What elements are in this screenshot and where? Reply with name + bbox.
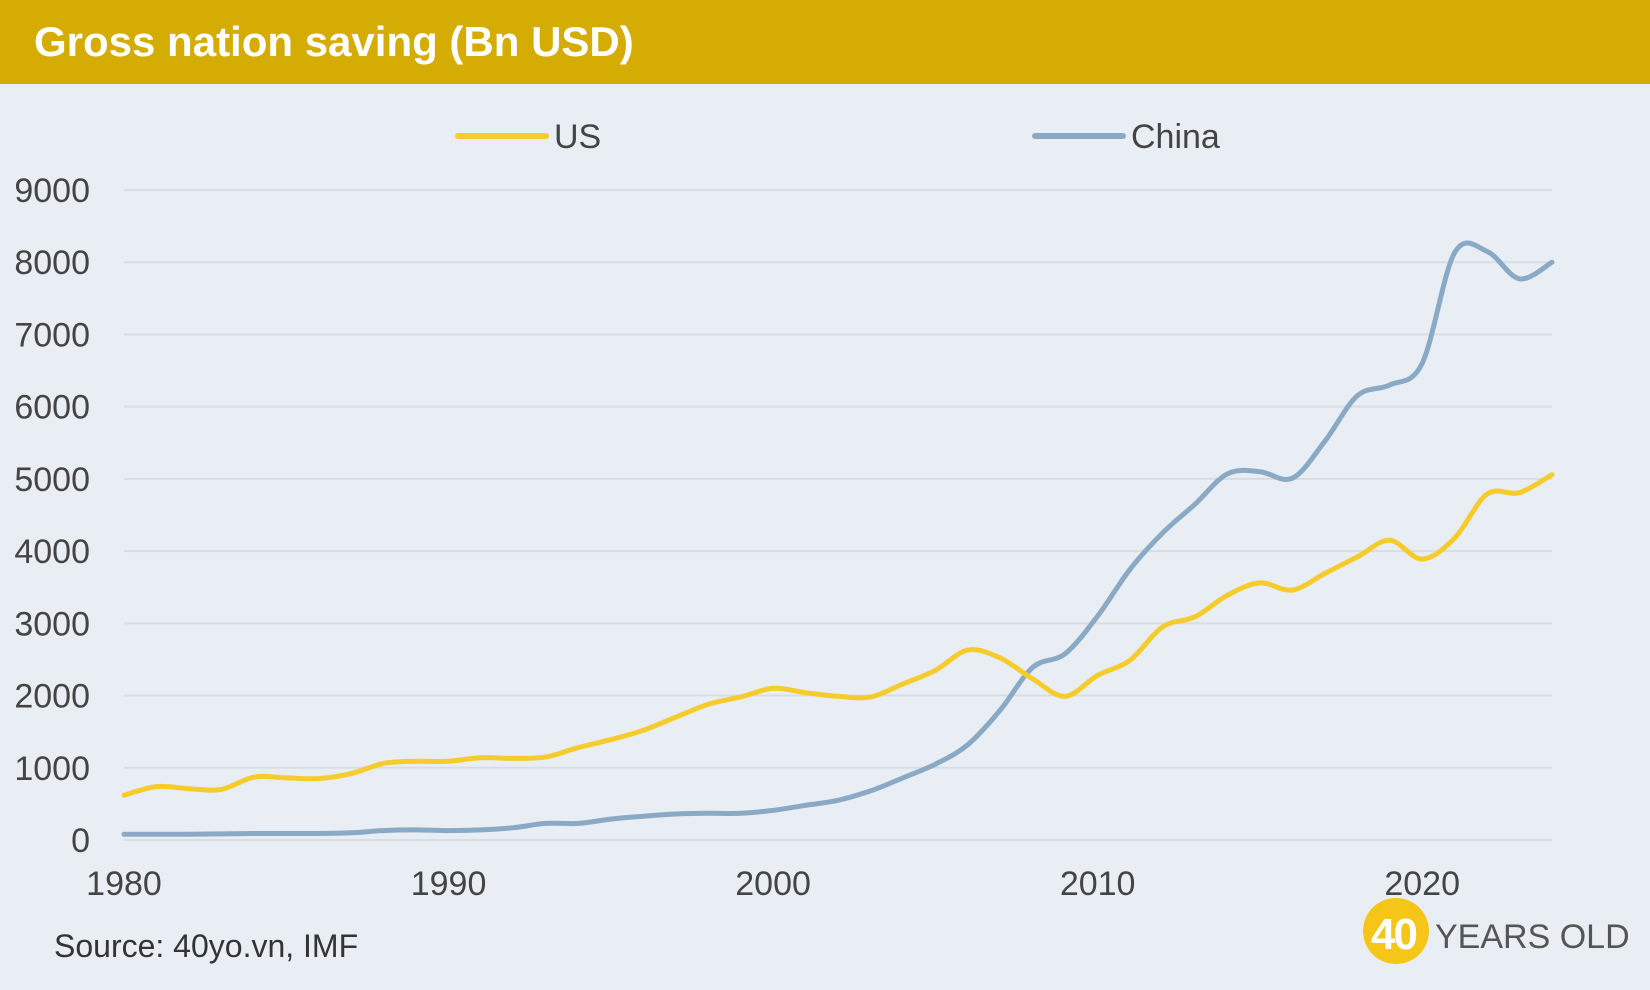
series-line-china [121,240,1555,837]
legend-label-china: China [1131,118,1220,156]
brand-circle [1363,898,1429,964]
x-axis-ticks: 1980 1990 2000 2010 2020 [86,865,1460,903]
legend-label-us: US [554,118,601,156]
y-tick-label: 9000 [14,172,90,210]
brand-number: 40 [1371,910,1418,959]
gridlines [124,189,1552,841]
source-note: Source: 40yo.vn, IMF [54,928,359,964]
x-tick-label: 1990 [411,865,487,903]
y-axis-ticks: 0 1000 2000 3000 4000 5000 6000 7000 8000 9000 [14,172,90,860]
x-tick-label: 2020 [1384,865,1460,903]
y-tick-label: 3000 [14,605,90,643]
x-tick-label: 2000 [735,865,811,903]
x-tick-label: 1980 [86,865,162,903]
brand-text: YEARS OLD [1435,918,1630,956]
x-tick-label: 2010 [1060,865,1136,903]
chart-title: Gross nation saving (Bn USD) [34,18,634,65]
y-tick-label: 7000 [14,316,90,354]
y-tick-label: 8000 [14,244,90,282]
y-tick-label: 4000 [14,533,90,571]
y-tick-label: 6000 [14,389,90,427]
y-tick-label: 1000 [14,750,90,788]
y-tick-label: 0 [71,822,90,860]
y-tick-label: 2000 [14,678,90,716]
series-lines [121,240,1555,837]
line-chart: 0 1000 2000 3000 4000 5000 6000 7000 8000 9000 19… [14,118,1555,903]
legend: US China [455,118,1220,156]
y-tick-label: 5000 [14,461,90,499]
title-bar: Gross nation saving (Bn USD) [0,0,1650,84]
series-line-us [121,472,1555,798]
